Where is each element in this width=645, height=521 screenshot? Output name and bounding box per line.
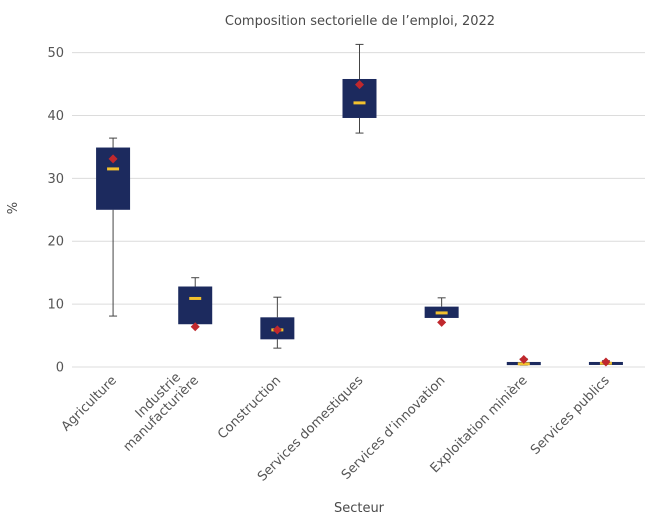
median-mark xyxy=(353,101,366,105)
box-group xyxy=(342,43,377,134)
gridlines: 0 10 20 30 40 50 xyxy=(47,46,645,376)
y-tick-label: 10 xyxy=(47,298,64,313)
median-mark xyxy=(189,296,202,300)
mean-marker xyxy=(519,354,529,364)
box-group xyxy=(178,277,213,332)
mean-marker xyxy=(190,322,200,332)
mean-marker xyxy=(355,80,364,90)
y-axis-label: % xyxy=(6,202,21,214)
y-tick-label: 40 xyxy=(47,109,64,124)
mean-marker xyxy=(272,325,282,335)
x-tick-label: Industriemanufacturière xyxy=(110,363,202,455)
box-group xyxy=(506,354,541,366)
box-group xyxy=(96,137,131,317)
box-group xyxy=(260,296,295,349)
chart-title: Composition sectorielle de l’emploi, 202… xyxy=(225,14,495,29)
boxes xyxy=(96,43,623,367)
mean-marker xyxy=(601,357,611,367)
x-tick-label: Construction xyxy=(215,373,284,442)
x-tick-label-line: Services publics xyxy=(528,373,613,458)
x-tick-label: Services publics xyxy=(528,373,613,458)
median-mark xyxy=(435,311,448,315)
x-tick-labels: Agriculture Industriemanufacturière Constr… xyxy=(59,363,613,485)
x-tick-label-line: Construction xyxy=(215,373,284,442)
mean-marker xyxy=(437,317,447,327)
y-tick-label: 30 xyxy=(47,172,64,187)
x-axis-label: Secteur xyxy=(334,501,385,516)
iqr-box xyxy=(178,286,213,325)
x-tick-label: Agriculture xyxy=(59,373,120,434)
y-tick-label: 20 xyxy=(47,235,64,250)
box-group xyxy=(588,357,623,367)
box-group xyxy=(424,297,459,327)
y-tick-label: 0 xyxy=(56,361,64,376)
median-mark xyxy=(107,167,120,171)
y-tick-label: 50 xyxy=(47,46,64,61)
mean-marker xyxy=(108,154,118,164)
x-tick-label-line: Agriculture xyxy=(59,373,120,434)
